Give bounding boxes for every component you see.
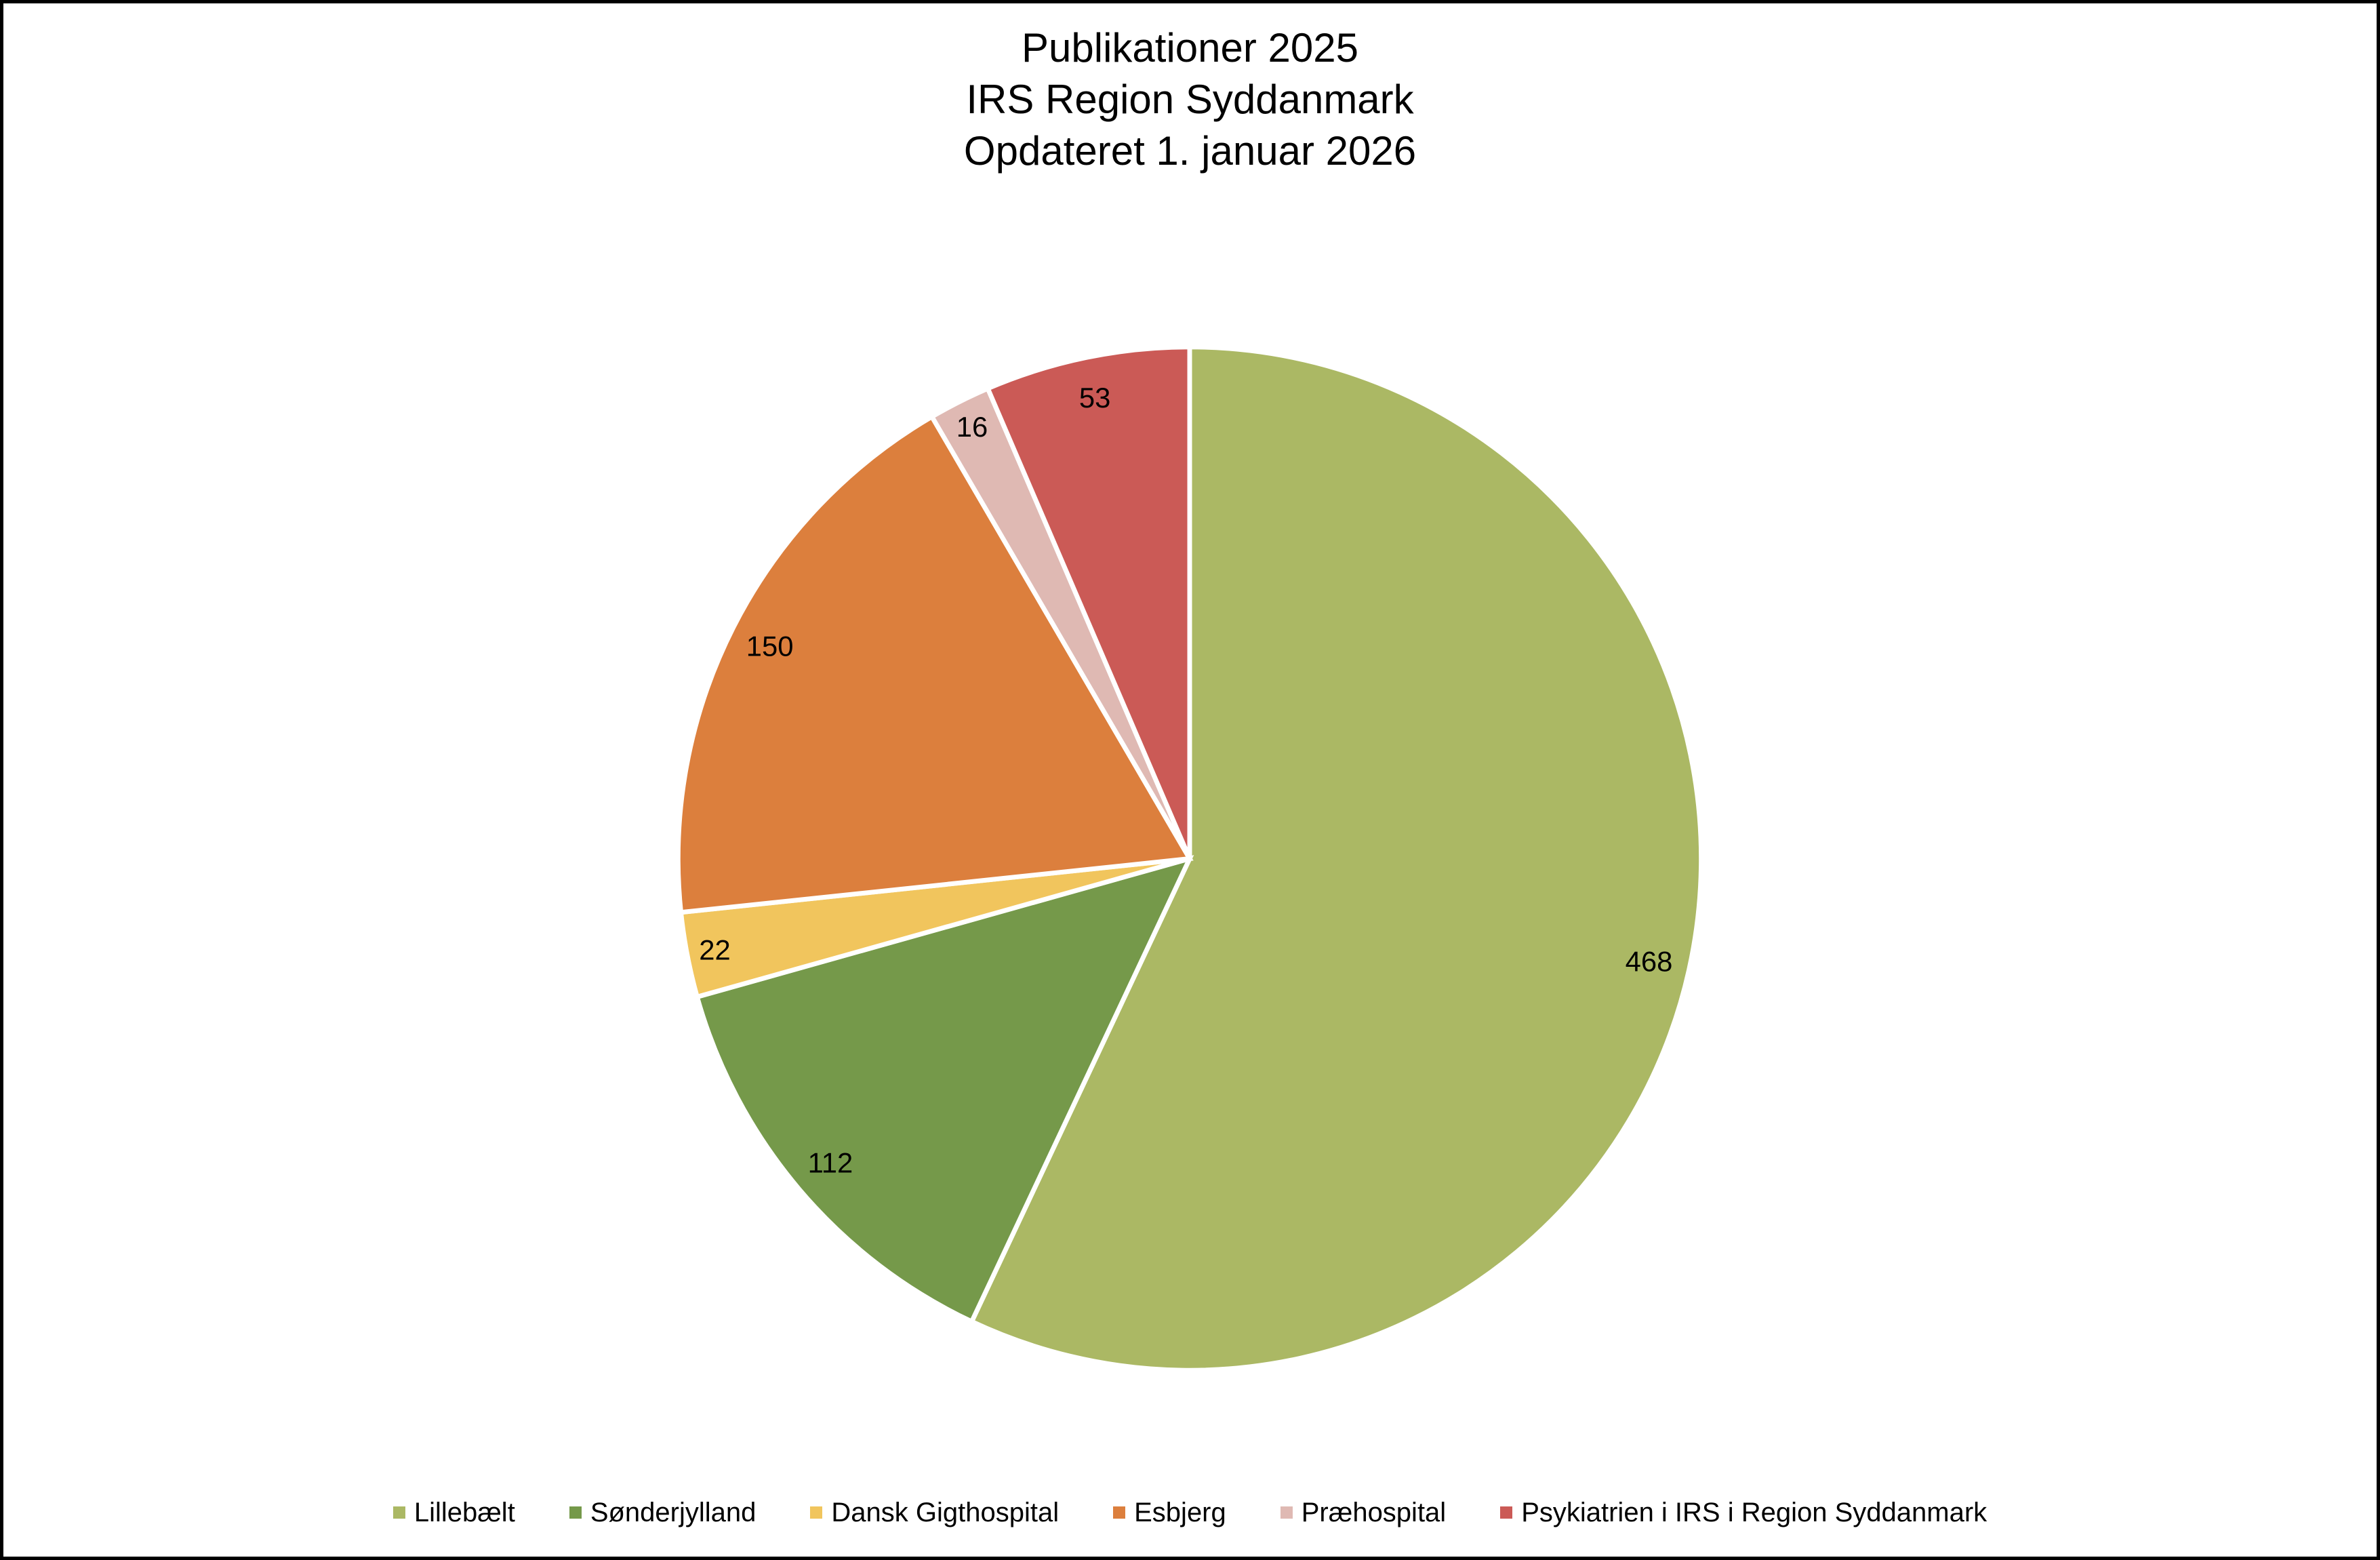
legend-label: Præhospital	[1301, 1498, 1447, 1527]
legend-item-1: Sønderjylland	[569, 1496, 757, 1529]
legend-label: Lillebælt	[414, 1498, 515, 1527]
legend-item-3: Esbjerg	[1113, 1496, 1226, 1529]
pie-slice-value-0: 468	[1626, 946, 1673, 978]
chart-title-line-2: IRS Region Syddanmark	[966, 77, 1414, 122]
legend-swatch-icon	[810, 1506, 823, 1519]
legend-swatch-icon	[1280, 1506, 1293, 1519]
pie-slice-value-3: 150	[746, 630, 794, 662]
legend: Lillebælt Sønderjylland Dansk Gigthospital…	[3, 1496, 2377, 1529]
legend-label: Dansk Gigthospital	[831, 1498, 1060, 1527]
pie-slice-value-1: 112	[808, 1146, 853, 1178]
pie-slice-value-4: 16	[956, 411, 988, 443]
legend-label: Esbjerg	[1134, 1498, 1226, 1527]
pie-slice-3	[675, 413, 1194, 915]
pie-slice-value-5: 53	[1079, 382, 1111, 414]
chart-title: Publikationer 2025 IRS Region Syddanmark…	[3, 22, 2377, 177]
legend-swatch-icon	[569, 1506, 582, 1519]
legend-item-0: Lillebælt	[392, 1496, 515, 1529]
pie-slice-1	[694, 855, 1194, 1325]
legend-swatch-icon	[392, 1506, 405, 1519]
legend-label: Sønderjylland	[590, 1498, 757, 1527]
chart-title-line-3: Opdateret 1. januar 2026	[963, 128, 1417, 174]
legend-item-4: Præhospital	[1280, 1496, 1446, 1529]
legend-item-2: Dansk Gigthospital	[810, 1496, 1059, 1529]
chart-title-line-1: Publikationer 2025	[1021, 25, 1359, 71]
pie-slice-0	[968, 344, 1704, 1373]
legend-swatch-icon	[1500, 1506, 1513, 1519]
legend-label: Psykiatrien i IRS i Region Syddanmark	[1521, 1498, 1988, 1527]
pie-chart: 468 112 22 150 16 53	[675, 344, 1704, 1373]
legend-item-5: Psykiatrien i IRS i Region Syddanmark	[1500, 1496, 1987, 1529]
legend-swatch-icon	[1113, 1506, 1126, 1519]
pie-slice-5	[984, 344, 1192, 860]
pie-slice-value-2: 22	[699, 934, 731, 965]
